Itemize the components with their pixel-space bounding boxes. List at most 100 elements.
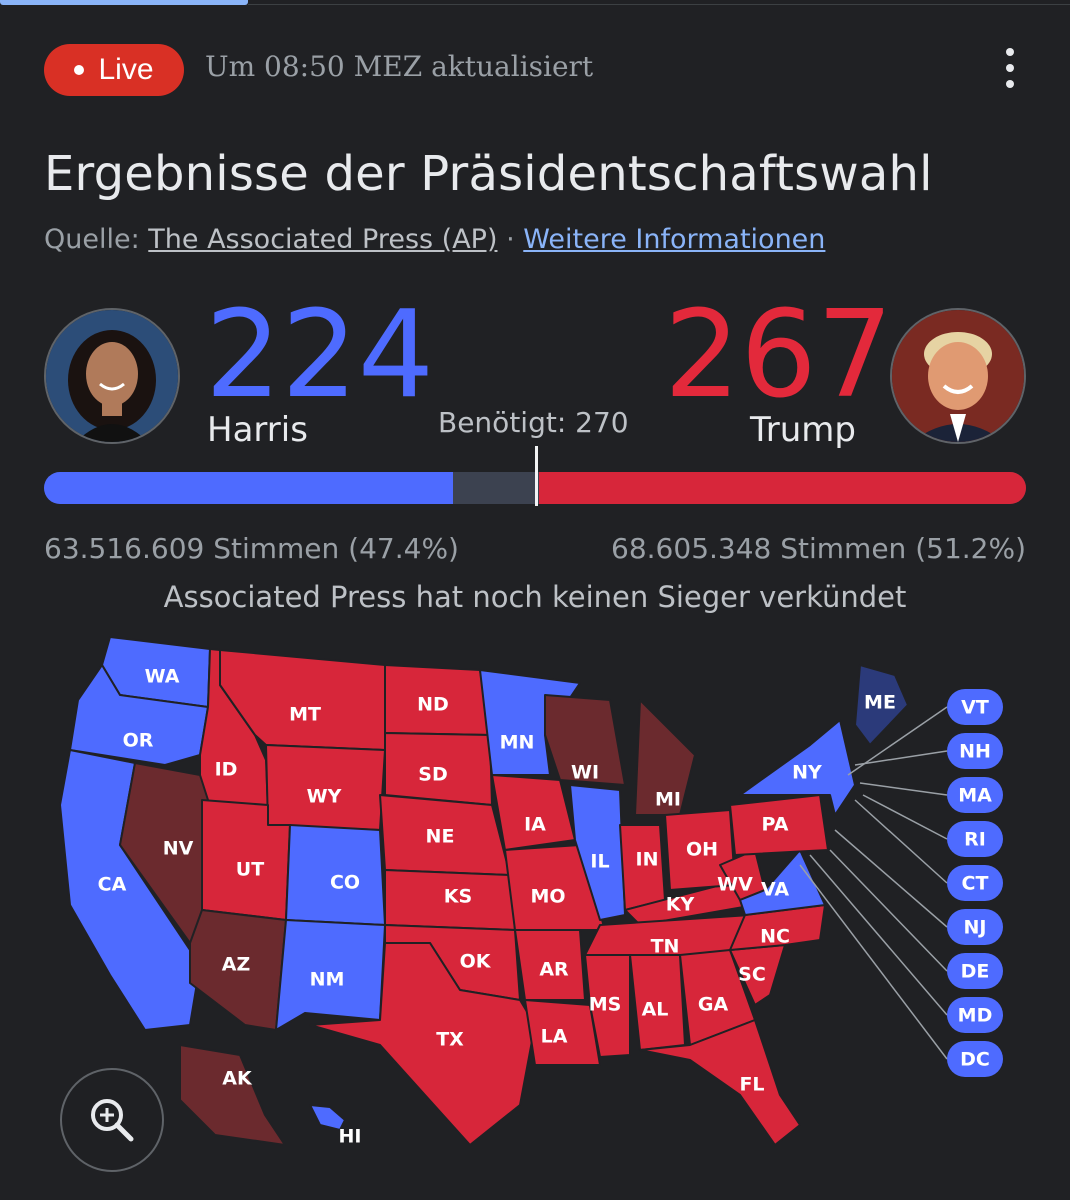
- leader-line-ct: [854, 799, 948, 884]
- state-pill-label-md: MD: [958, 1005, 993, 1027]
- state-pill-label-nh: NH: [959, 741, 991, 763]
- page-title: Ergebnisse der Präsidentschaftswahl: [44, 146, 933, 202]
- state-fl[interactable]: [639, 1019, 801, 1146]
- more-info-link[interactable]: Weitere Informationen: [523, 224, 826, 255]
- state-pill-nj[interactable]: [947, 909, 1003, 945]
- state-pill-label-dc: DC: [960, 1049, 990, 1071]
- source-prefix: Quelle:: [44, 224, 140, 255]
- state-pill-ma[interactable]: [947, 777, 1003, 813]
- needed-marker: [535, 446, 538, 506]
- state-pill-label-ma: MA: [958, 785, 992, 807]
- leader-line-nj: [834, 829, 948, 928]
- state-pill-label-ri: RI: [964, 829, 986, 851]
- state-label-pa: PA: [762, 814, 789, 836]
- more-options-icon[interactable]: [995, 48, 1025, 88]
- state-label-az: AZ: [222, 954, 250, 976]
- state-hi[interactable]: [309, 1104, 346, 1131]
- state-label-il: IL: [590, 851, 609, 873]
- state-label-id: ID: [215, 759, 238, 781]
- state-label-ok: OK: [460, 951, 492, 973]
- ap-source-link[interactable]: The Associated Press (AP): [148, 224, 498, 255]
- state-label-mt: MT: [289, 704, 321, 726]
- state-label-ak: AK: [222, 1068, 253, 1090]
- state-label-ut: UT: [236, 859, 264, 881]
- zoom-in-icon: [91, 1099, 134, 1142]
- live-label: Live: [98, 53, 154, 86]
- state-pill-dc[interactable]: [947, 1041, 1003, 1077]
- state-label-ar: AR: [539, 959, 569, 981]
- divider: [248, 4, 1070, 5]
- state-label-fl: FL: [739, 1074, 764, 1096]
- state-label-nm: NM: [310, 969, 345, 991]
- harris-electoral-votes: 224: [205, 286, 435, 425]
- leader-line-nh: [854, 750, 948, 766]
- needed-label: Benötigt: 270: [438, 406, 629, 439]
- state-label-ca: CA: [98, 874, 127, 896]
- updated-timestamp: Um 08:50 MEZ aktualisiert: [205, 50, 594, 83]
- state-va[interactable]: [739, 849, 826, 916]
- state-pill-label-ct: CT: [962, 873, 989, 895]
- state-or[interactable]: [69, 664, 209, 766]
- state-label-al: AL: [642, 999, 669, 1021]
- state-label-sd: SD: [418, 764, 447, 786]
- live-dot-icon: [74, 65, 85, 75]
- trump-bar-fill: [538, 472, 1026, 504]
- trump-name: Trump: [750, 410, 857, 450]
- state-pill-ri[interactable]: [947, 821, 1003, 857]
- state-label-ga: GA: [698, 994, 729, 1016]
- state-pill-label-vt: VT: [961, 697, 989, 719]
- us-electoral-map[interactable]: WA OR CA ID NV MT WY UT AZ CO NM ND SD NE KS OK TX MN IA MO…: [40, 625, 1040, 1165]
- zoom-button[interactable]: [60, 1068, 164, 1172]
- state-label-me: ME: [864, 692, 896, 714]
- state-label-nd: ND: [417, 694, 449, 716]
- source-line: Quelle: The Associated Press (AP) · Weit…: [44, 224, 825, 255]
- state-label-wy: WY: [307, 786, 342, 808]
- state-label-la: LA: [541, 1026, 568, 1048]
- leader-line-ri: [862, 794, 948, 840]
- state-pill-vt[interactable]: [947, 689, 1003, 725]
- state-tx[interactable]: [309, 942, 536, 1146]
- source-separator: ·: [506, 224, 515, 255]
- state-ar[interactable]: [514, 929, 586, 1001]
- state-label-wi: WI: [571, 762, 599, 784]
- trump-electoral-votes: 267: [664, 286, 894, 425]
- trump-avatar: [890, 308, 1026, 444]
- live-badge: Live: [44, 44, 184, 96]
- state-label-va: VA: [761, 879, 789, 901]
- state-wi[interactable]: [544, 694, 626, 786]
- state-ak[interactable]: [179, 1044, 286, 1146]
- harris-popular-votes: 63.516.609 Stimmen (47.4%): [44, 532, 459, 565]
- state-label-mo: MO: [530, 886, 565, 908]
- leader-line-de: [829, 849, 948, 972]
- state-label-ne: NE: [426, 826, 455, 848]
- state-label-mn: MN: [500, 732, 535, 754]
- leader-line-md: [809, 854, 948, 1016]
- state-label-ky: KY: [666, 894, 695, 916]
- harris-name: Harris: [207, 410, 308, 450]
- state-pa[interactable]: [729, 794, 829, 856]
- state-pill-de[interactable]: [947, 953, 1003, 989]
- trump-popular-votes: 68.605.348 Stimmen (51.2%): [611, 532, 1026, 565]
- state-pill-label-de: DE: [961, 961, 990, 983]
- state-ia[interactable]: [491, 774, 576, 851]
- state-label-nv: NV: [163, 838, 194, 860]
- state-ny[interactable]: [739, 719, 856, 816]
- state-label-mi: MI: [655, 789, 681, 811]
- state-label-tn: TN: [651, 936, 680, 958]
- leader-line-ma: [859, 782, 948, 796]
- active-tab-indicator: [0, 0, 248, 5]
- state-me[interactable]: [854, 664, 909, 746]
- winner-note: Associated Press hat noch keinen Sieger …: [163, 580, 907, 614]
- state-il[interactable]: [569, 784, 626, 921]
- state-pill-md[interactable]: [947, 997, 1003, 1033]
- state-label-hi: HI: [339, 1126, 362, 1148]
- state-la[interactable]: [524, 999, 601, 1066]
- state-pill-ct[interactable]: [947, 865, 1003, 901]
- state-label-ny: NY: [792, 762, 822, 784]
- state-label-wv: WV: [717, 874, 753, 896]
- state-label-sc: SC: [738, 964, 766, 986]
- state-nm[interactable]: [275, 919, 386, 1031]
- state-pill-nh[interactable]: [947, 733, 1003, 769]
- state-label-oh: OH: [686, 839, 718, 861]
- state-label-or: OR: [123, 730, 154, 752]
